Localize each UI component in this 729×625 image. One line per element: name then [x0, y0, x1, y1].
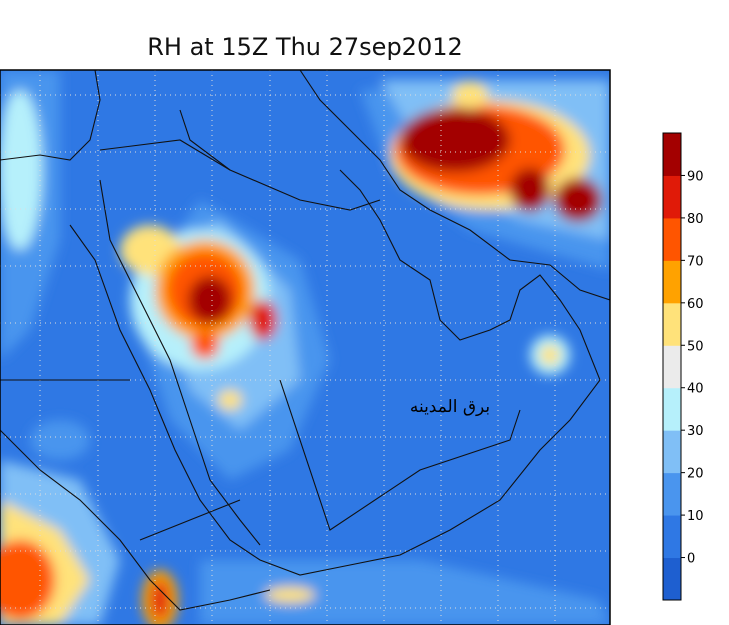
colorbar-label: 90 — [687, 169, 704, 184]
annotation: برق المدينه — [410, 397, 490, 417]
colorbar-label: 0 — [687, 552, 695, 567]
grid — [0, 70, 610, 625]
colorbar-label: 40 — [687, 382, 704, 397]
coastlines — [0, 70, 610, 611]
map-area — [0, 70, 610, 625]
colorbar-segment — [663, 260, 681, 304]
colorbar-label: 80 — [687, 212, 704, 227]
colorbar-segment — [663, 175, 681, 219]
colorbar-segment — [663, 345, 681, 389]
colorbar-segment — [663, 430, 681, 474]
colorbar-label: 70 — [687, 254, 704, 269]
colorbar-segment — [663, 133, 681, 176]
colorbar: 0 10 20 30 40 50 60 70 80 90 — [662, 132, 704, 601]
colorbar-frame — [662, 132, 682, 601]
colorbar-label: 10 — [687, 509, 704, 524]
colorbar-segment — [663, 557, 681, 601]
colorbar-segment — [663, 515, 681, 559]
colorbar-label: 50 — [687, 339, 704, 354]
map-title: RH at 15Z Thu 27sep2012 — [147, 33, 463, 61]
colorbar-label: 60 — [687, 297, 704, 312]
colorbar-segment — [663, 387, 681, 431]
map-frame — [0, 69, 611, 625]
colorbar-segment — [663, 217, 681, 261]
colorbar-label: 20 — [687, 467, 704, 482]
colorbar-label: 30 — [687, 424, 704, 439]
colorbar-segment — [663, 302, 681, 346]
colorbar-segment — [663, 472, 681, 516]
